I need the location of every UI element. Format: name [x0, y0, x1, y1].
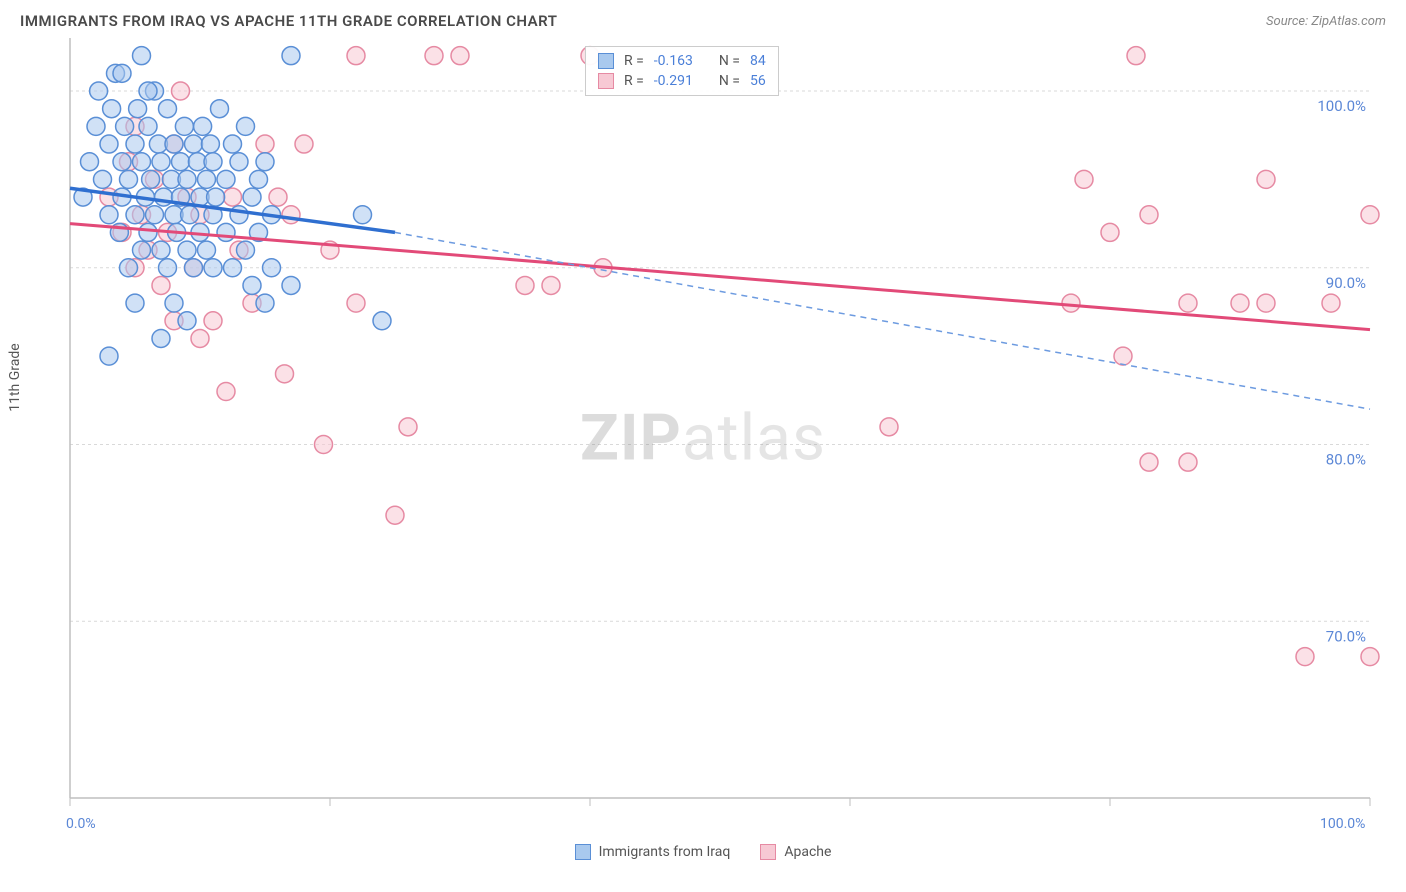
n-value: 84	[750, 53, 766, 69]
stat-row-pink: R = -0.291 N = 56	[586, 71, 778, 91]
legend: Immigrants from Iraq Apache	[0, 838, 1406, 866]
x-axis-min-label: 0.0%	[66, 816, 96, 832]
legend-swatch-blue	[575, 844, 591, 860]
y-axis-label: 11th Grade	[7, 343, 23, 411]
stat-row-blue: R = -0.163 N = 84	[586, 51, 778, 71]
header: IMMIGRANTS FROM IRAQ VS APACHE 11TH GRAD…	[0, 0, 1406, 38]
legend-item-blue: Immigrants from Iraq	[575, 844, 731, 860]
svg-text:80.0%: 80.0%	[1326, 451, 1366, 469]
n-label: N =	[719, 73, 740, 89]
r-label: R =	[624, 73, 644, 89]
svg-text:70.0%: 70.0%	[1326, 627, 1366, 645]
svg-text:90.0%: 90.0%	[1326, 274, 1366, 292]
svg-text:100.0%: 100.0%	[1317, 97, 1366, 115]
legend-label: Apache	[784, 844, 831, 860]
stat-swatch-blue	[598, 53, 614, 69]
legend-label: Immigrants from Iraq	[599, 844, 731, 860]
x-axis-max-label: 100.0%	[1320, 816, 1365, 832]
chart-title: IMMIGRANTS FROM IRAQ VS APACHE 11TH GRAD…	[20, 12, 557, 30]
stat-swatch-pink	[598, 73, 614, 89]
scatter-plot: 70.0% 80.0% 90.0% 100.0%	[20, 38, 1390, 838]
correlation-stats-box: R = -0.163 N = 84 R = -0.291 N = 56	[585, 46, 779, 96]
r-value: -0.163	[654, 53, 693, 69]
n-label: N =	[719, 53, 740, 69]
legend-item-pink: Apache	[760, 844, 831, 860]
r-label: R =	[624, 53, 644, 69]
chart-container: 11th Grade 70.0%80.0%90.0%100.0% ZIPatla…	[20, 38, 1386, 838]
source-attribution: Source: ZipAtlas.com	[1266, 14, 1386, 29]
legend-swatch-pink	[760, 844, 776, 860]
r-value: -0.291	[654, 73, 693, 89]
n-value: 56	[750, 73, 766, 89]
